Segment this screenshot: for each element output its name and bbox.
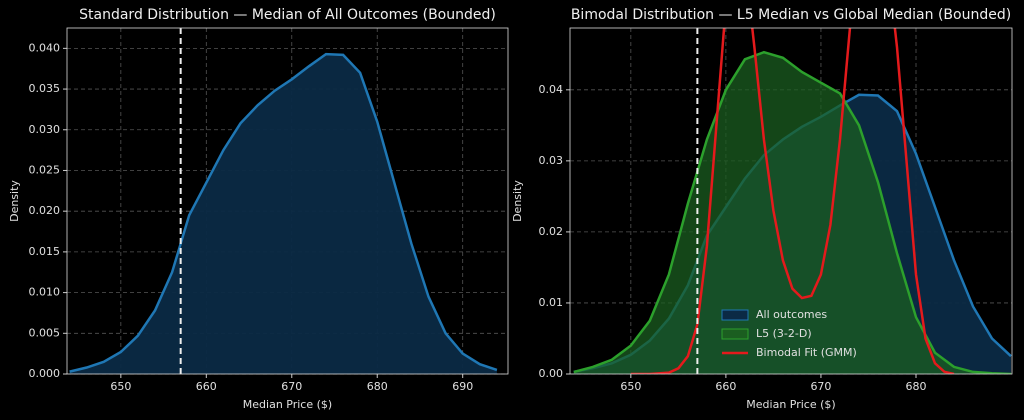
y-tick-label: 0.030	[29, 123, 61, 136]
legend-swatch	[721, 328, 749, 340]
x-tick-label: 650	[620, 380, 641, 393]
y-tick-label: 0.005	[29, 326, 61, 339]
y-tick-label: 0.035	[29, 82, 61, 95]
x-tick-label: 680	[905, 380, 926, 393]
y-tick-label: 0.03	[539, 154, 564, 167]
legend-swatch	[721, 309, 749, 321]
x-tick-label: 680	[367, 380, 388, 393]
y-tick-label: 0.020	[29, 204, 61, 217]
plot-area	[69, 28, 498, 374]
y-tick-label: 0.025	[29, 163, 61, 176]
plot-frame	[66, 27, 509, 375]
y-tick-label: 0.02	[539, 225, 564, 238]
x-tick-label: 660	[715, 380, 736, 393]
area-fill	[573, 52, 1012, 374]
y-tick-label: 0.00	[539, 367, 564, 380]
y-tick-label: 0.015	[29, 245, 61, 258]
legend-label: L5 (3-2-D)	[756, 327, 812, 340]
x-tick-label: 650	[110, 380, 131, 393]
area-fill	[69, 54, 497, 374]
plot-frame	[569, 27, 1013, 375]
x-axis-label: Median Price ($)	[243, 398, 332, 411]
y-tick-label: 0.04	[539, 83, 564, 96]
density-line	[630, 28, 955, 374]
density-line	[69, 52, 498, 373]
x-tick-label: 670	[810, 380, 831, 393]
y-tick-label: 0.01	[539, 296, 564, 309]
y-axis-label: Density	[511, 180, 524, 222]
x-tick-label: 690	[452, 380, 473, 393]
plot-area	[573, 28, 1012, 374]
chart-title: Standard Distribution — Median of All Ou…	[79, 7, 496, 23]
y-tick-label: 0.010	[29, 286, 61, 299]
y-axis-label: Density	[8, 180, 21, 222]
legend-label: All outcomes	[756, 308, 827, 321]
x-tick-label: 670	[281, 380, 302, 393]
y-tick-label: 0.000	[29, 367, 61, 380]
x-axis-label: Median Price ($)	[746, 398, 835, 411]
legend-label: Bimodal Fit (GMM)	[756, 346, 857, 359]
x-tick-label: 660	[196, 380, 217, 393]
density-line	[573, 50, 1012, 374]
chart-title: Bimodal Distribution — L5 Median vs Glob…	[571, 7, 1011, 23]
y-tick-label: 0.040	[29, 41, 61, 54]
